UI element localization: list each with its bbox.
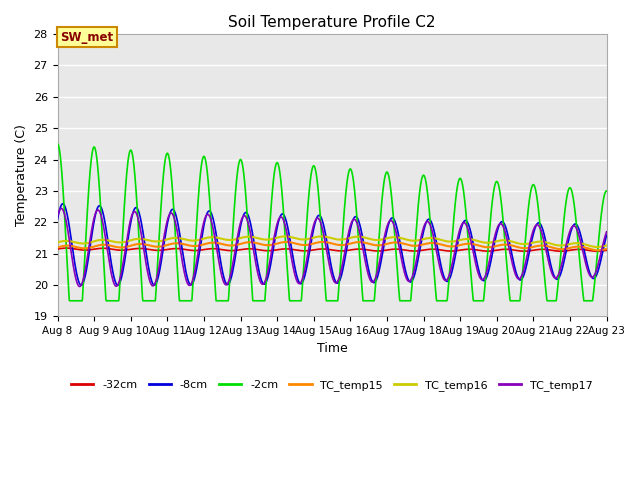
Legend: -32cm, -8cm, -2cm, TC_temp15, TC_temp16, TC_temp17: -32cm, -8cm, -2cm, TC_temp15, TC_temp16,…: [67, 376, 597, 396]
Y-axis label: Temperature (C): Temperature (C): [15, 124, 28, 226]
Title: Soil Temperature Profile C2: Soil Temperature Profile C2: [228, 15, 436, 30]
Text: SW_met: SW_met: [60, 31, 113, 44]
X-axis label: Time: Time: [317, 342, 348, 355]
